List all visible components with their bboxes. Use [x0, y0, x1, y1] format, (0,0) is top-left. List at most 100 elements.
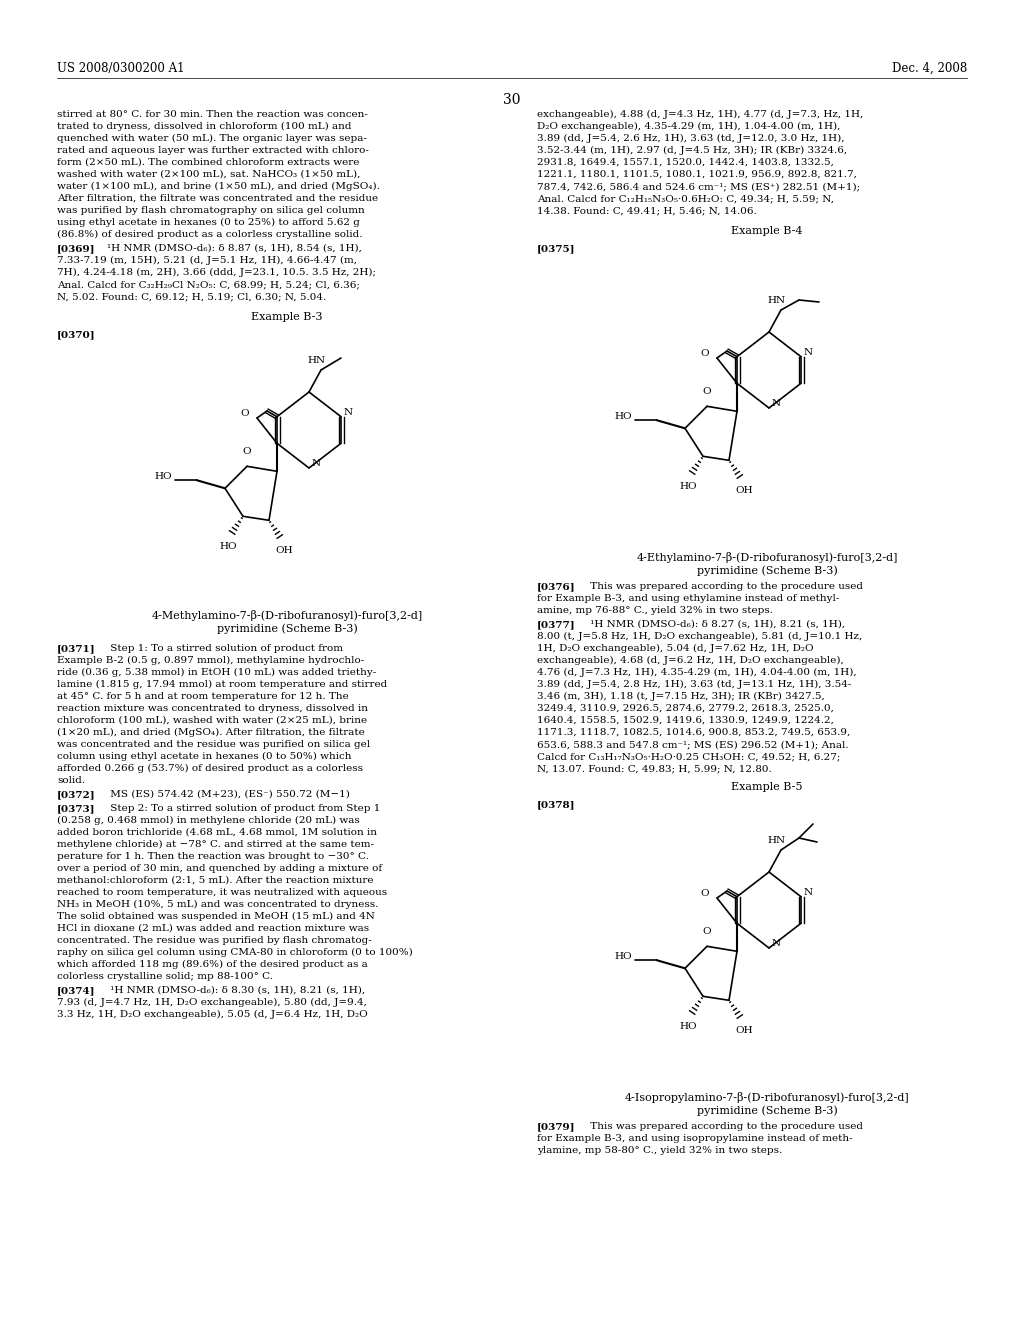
Text: Example B-5: Example B-5 [731, 781, 803, 792]
Text: 3.52-3.44 (m, 1H), 2.97 (d, J=4.5 Hz, 3H); IR (KBr) 3324.6,: 3.52-3.44 (m, 1H), 2.97 (d, J=4.5 Hz, 3H… [537, 147, 847, 156]
Text: 1640.4, 1558.5, 1502.9, 1419.6, 1330.9, 1249.9, 1224.2,: 1640.4, 1558.5, 1502.9, 1419.6, 1330.9, … [537, 715, 834, 725]
Text: 4-Methylamino-7-β-(D-ribofuranosyl)-furo[3,2-d]: 4-Methylamino-7-β-(D-ribofuranosyl)-furo… [152, 610, 423, 620]
Text: OH: OH [735, 486, 753, 495]
Text: reached to room temperature, it was neutralized with aqueous: reached to room temperature, it was neut… [57, 888, 387, 898]
Text: 1171.3, 1118.7, 1082.5, 1014.6, 900.8, 853.2, 749.5, 653.9,: 1171.3, 1118.7, 1082.5, 1014.6, 900.8, 8… [537, 729, 850, 737]
Text: [0374]: [0374] [57, 986, 95, 995]
Text: [0377]: [0377] [537, 620, 575, 630]
Text: 14.38. Found: C, 49.41; H, 5.46; N, 14.06.: 14.38. Found: C, 49.41; H, 5.46; N, 14.0… [537, 206, 757, 215]
Text: chloroform (100 mL), washed with water (2×25 mL), brine: chloroform (100 mL), washed with water (… [57, 715, 368, 725]
Text: 3.46 (m, 3H), 1.18 (t, J=7.15 Hz, 3H); IR (KBr) 3427.5,: 3.46 (m, 3H), 1.18 (t, J=7.15 Hz, 3H); I… [537, 692, 824, 701]
Text: [0372]: [0372] [57, 789, 95, 799]
Text: methylene chloride) at −78° C. and stirred at the same tem-: methylene chloride) at −78° C. and stirr… [57, 840, 374, 849]
Text: 3.3 Hz, 1H, D₂O exchangeable), 5.05 (d, J=6.4 Hz, 1H, D₂O: 3.3 Hz, 1H, D₂O exchangeable), 5.05 (d, … [57, 1010, 368, 1019]
Text: 4-Ethylamino-7-β-(D-ribofuranosyl)-furo[3,2-d]: 4-Ethylamino-7-β-(D-ribofuranosyl)-furo[… [636, 552, 898, 564]
Text: [0370]: [0370] [57, 330, 95, 339]
Text: [0373]: [0373] [57, 804, 95, 813]
Text: form (2×50 mL). The combined chloroform extracts were: form (2×50 mL). The combined chloroform … [57, 158, 359, 168]
Text: ¹H NMR (DMSO-d₆): δ 8.30 (s, 1H), 8.21 (s, 1H),: ¹H NMR (DMSO-d₆): δ 8.30 (s, 1H), 8.21 (… [106, 986, 366, 995]
Text: (86.8%) of desired product as a colorless crystalline solid.: (86.8%) of desired product as a colorles… [57, 230, 362, 239]
Text: HO: HO [614, 952, 632, 961]
Text: D₂O exchangeable), 4.35-4.29 (m, 1H), 1.04-4.00 (m, 1H),: D₂O exchangeable), 4.35-4.29 (m, 1H), 1.… [537, 121, 841, 131]
Text: [0379]: [0379] [537, 1122, 575, 1131]
Text: N: N [804, 348, 813, 358]
Text: quenched with water (50 mL). The organic layer was sepa-: quenched with water (50 mL). The organic… [57, 135, 367, 143]
Text: 3249.4, 3110.9, 2926.5, 2874.6, 2779.2, 2618.3, 2525.0,: 3249.4, 3110.9, 2926.5, 2874.6, 2779.2, … [537, 704, 834, 713]
Text: was purified by flash chromatography on silica gel column: was purified by flash chromatography on … [57, 206, 365, 215]
Text: HO: HO [614, 412, 632, 421]
Text: 7H), 4.24-4.18 (m, 2H), 3.66 (ddd, J=23.1, 10.5. 3.5 Hz, 2H);: 7H), 4.24-4.18 (m, 2H), 3.66 (ddd, J=23.… [57, 268, 376, 277]
Text: N: N [772, 940, 781, 949]
Text: N: N [772, 400, 781, 408]
Text: 787.4, 742.6, 586.4 and 524.6 cm⁻¹; MS (ES⁺) 282.51 (M+1);: 787.4, 742.6, 586.4 and 524.6 cm⁻¹; MS (… [537, 182, 860, 191]
Text: HN: HN [767, 296, 785, 305]
Text: Calcd for C₁₃H₁₇N₃O₅·H₂O·0.25 CH₃OH: C, 49.52; H, 6.27;: Calcd for C₁₃H₁₇N₃O₅·H₂O·0.25 CH₃OH: C, … [537, 752, 841, 762]
Text: (1×20 mL), and dried (MgSO₄). After filtration, the filtrate: (1×20 mL), and dried (MgSO₄). After filt… [57, 729, 365, 737]
Text: [0369]: [0369] [57, 244, 95, 253]
Text: afforded 0.266 g (53.7%) of desired product as a colorless: afforded 0.266 g (53.7%) of desired prod… [57, 764, 362, 774]
Text: solid.: solid. [57, 776, 85, 785]
Text: for Example B-3, and using isopropylamine instead of meth-: for Example B-3, and using isopropylamin… [537, 1134, 853, 1143]
Text: 1H, D₂O exchangeable), 5.04 (d, J=7.62 Hz, 1H, D₂O: 1H, D₂O exchangeable), 5.04 (d, J=7.62 H… [537, 644, 814, 653]
Text: 4-Isopropylamino-7-β-(D-ribofuranosyl)-furo[3,2-d]: 4-Isopropylamino-7-β-(D-ribofuranosyl)-f… [625, 1092, 909, 1104]
Text: was concentrated and the residue was purified on silica gel: was concentrated and the residue was pur… [57, 741, 370, 748]
Text: 7.33-7.19 (m, 15H), 5.21 (d, J=5.1 Hz, 1H), 4.66-4.47 (m,: 7.33-7.19 (m, 15H), 5.21 (d, J=5.1 Hz, 1… [57, 256, 357, 265]
Text: HN: HN [767, 836, 785, 845]
Text: ride (0.36 g, 5.38 mmol) in EtOH (10 mL) was added triethy-: ride (0.36 g, 5.38 mmol) in EtOH (10 mL)… [57, 668, 376, 677]
Text: exchangeable), 4.88 (d, J=4.3 Hz, 1H), 4.77 (d, J=7.3, Hz, 1H,: exchangeable), 4.88 (d, J=4.3 Hz, 1H), 4… [537, 110, 863, 119]
Text: The solid obtained was suspended in MeOH (15 mL) and 4N: The solid obtained was suspended in MeOH… [57, 912, 375, 921]
Text: lamine (1.815 g, 17.94 mmol) at room temperature and stirred: lamine (1.815 g, 17.94 mmol) at room tem… [57, 680, 387, 689]
Text: [0378]: [0378] [537, 800, 575, 809]
Text: trated to dryness, dissolved in chloroform (100 mL) and: trated to dryness, dissolved in chlorofo… [57, 121, 351, 131]
Text: (0.258 g, 0.468 mmol) in methylene chloride (20 mL) was: (0.258 g, 0.468 mmol) in methylene chlor… [57, 816, 359, 825]
Text: stirred at 80° C. for 30 min. Then the reaction was concen-: stirred at 80° C. for 30 min. Then the r… [57, 110, 368, 119]
Text: HN: HN [307, 356, 326, 366]
Text: This was prepared according to the procedure used: This was prepared according to the proce… [587, 582, 863, 591]
Text: NH₃ in MeOH (10%, 5 mL) and was concentrated to dryness.: NH₃ in MeOH (10%, 5 mL) and was concentr… [57, 900, 379, 909]
Text: 1221.1, 1180.1, 1101.5, 1080.1, 1021.9, 956.9, 892.8, 821.7,: 1221.1, 1180.1, 1101.5, 1080.1, 1021.9, … [537, 170, 857, 180]
Text: O: O [700, 350, 709, 359]
Text: [0376]: [0376] [537, 582, 575, 591]
Text: 3.89 (dd, J=5.4, 2.6 Hz, 1H), 3.63 (td, J=12.0, 3.0 Hz, 1H),: 3.89 (dd, J=5.4, 2.6 Hz, 1H), 3.63 (td, … [537, 135, 845, 143]
Text: pyrimidine (Scheme B-3): pyrimidine (Scheme B-3) [696, 565, 838, 576]
Text: Step 1: To a stirred solution of product from: Step 1: To a stirred solution of product… [106, 644, 343, 653]
Text: Example B-4: Example B-4 [731, 226, 803, 236]
Text: MS (ES) 574.42 (M+23), (ES⁻) 550.72 (M−1): MS (ES) 574.42 (M+23), (ES⁻) 550.72 (M−1… [106, 789, 350, 799]
Text: methanol:chloroform (2:1, 5 mL). After the reaction mixture: methanol:chloroform (2:1, 5 mL). After t… [57, 876, 374, 884]
Text: colorless crystalline solid; mp 88-100° C.: colorless crystalline solid; mp 88-100° … [57, 972, 273, 981]
Text: OH: OH [275, 546, 293, 556]
Text: O: O [241, 409, 249, 418]
Text: concentrated. The residue was purified by flash chromatog-: concentrated. The residue was purified b… [57, 936, 372, 945]
Text: 8.00 (t, J=5.8 Hz, 1H, D₂O exchangeable), 5.81 (d, J=10.1 Hz,: 8.00 (t, J=5.8 Hz, 1H, D₂O exchangeable)… [537, 632, 862, 642]
Text: HCl in dioxane (2 mL) was added and reaction mixture was: HCl in dioxane (2 mL) was added and reac… [57, 924, 369, 933]
Text: ylamine, mp 58-80° C., yield 32% in two steps.: ylamine, mp 58-80° C., yield 32% in two … [537, 1146, 782, 1155]
Text: OH: OH [735, 1027, 753, 1035]
Text: water (1×100 mL), and brine (1×50 mL), and dried (MgSO₄).: water (1×100 mL), and brine (1×50 mL), a… [57, 182, 380, 191]
Text: using ethyl acetate in hexanes (0 to 25%) to afford 5.62 g: using ethyl acetate in hexanes (0 to 25%… [57, 218, 359, 227]
Text: 4.76 (d, J=7.3 Hz, 1H), 4.35-4.29 (m, 1H), 4.04-4.00 (m, 1H),: 4.76 (d, J=7.3 Hz, 1H), 4.35-4.29 (m, 1H… [537, 668, 857, 677]
Text: Example B-3: Example B-3 [251, 312, 323, 322]
Text: 2931.8, 1649.4, 1557.1, 1520.0, 1442.4, 1403.8, 1332.5,: 2931.8, 1649.4, 1557.1, 1520.0, 1442.4, … [537, 158, 834, 168]
Text: added boron trichloride (4.68 mL, 4.68 mmol, 1M solution in: added boron trichloride (4.68 mL, 4.68 m… [57, 828, 377, 837]
Text: for Example B-3, and using ethylamine instead of methyl-: for Example B-3, and using ethylamine in… [537, 594, 840, 603]
Text: raphy on silica gel column using CMA-80 in chloroform (0 to 100%): raphy on silica gel column using CMA-80 … [57, 948, 413, 957]
Text: O: O [243, 447, 251, 457]
Text: N: N [804, 888, 813, 898]
Text: N: N [344, 408, 353, 417]
Text: 3.89 (dd, J=5.4, 2.8 Hz, 1H), 3.63 (td, J=13.1 Hz, 1H), 3.54-: 3.89 (dd, J=5.4, 2.8 Hz, 1H), 3.63 (td, … [537, 680, 851, 689]
Text: 7.93 (d, J=4.7 Hz, 1H, D₂O exchangeable), 5.80 (dd, J=9.4,: 7.93 (d, J=4.7 Hz, 1H, D₂O exchangeable)… [57, 998, 367, 1007]
Text: [0375]: [0375] [537, 244, 575, 253]
Text: Example B-2 (0.5 g, 0.897 mmol), methylamine hydrochlo-: Example B-2 (0.5 g, 0.897 mmol), methyla… [57, 656, 365, 665]
Text: N: N [312, 459, 322, 469]
Text: over a period of 30 min, and quenched by adding a mixture of: over a period of 30 min, and quenched by… [57, 865, 382, 873]
Text: 30: 30 [503, 92, 521, 107]
Text: column using ethyl acetate in hexanes (0 to 50%) which: column using ethyl acetate in hexanes (0… [57, 752, 351, 762]
Text: After filtration, the filtrate was concentrated and the residue: After filtration, the filtrate was conce… [57, 194, 378, 203]
Text: [0371]: [0371] [57, 644, 95, 653]
Text: Anal. Calcd for C₃₂H₂₉Cl N₂O₅: C, 68.99; H, 5.24; Cl, 6.36;: Anal. Calcd for C₃₂H₂₉Cl N₂O₅: C, 68.99;… [57, 280, 359, 289]
Text: perature for 1 h. Then the reaction was brought to −30° C.: perature for 1 h. Then the reaction was … [57, 851, 369, 861]
Text: Anal. Calcd for C₁₂H₁₅N₃O₅·0.6H₂O: C, 49.34; H, 5.59; N,: Anal. Calcd for C₁₂H₁₅N₃O₅·0.6H₂O: C, 49… [537, 194, 834, 203]
Text: which afforded 118 mg (89.6%) of the desired product as a: which afforded 118 mg (89.6%) of the des… [57, 960, 368, 969]
Text: HO: HO [679, 1022, 696, 1031]
Text: Dec. 4, 2008: Dec. 4, 2008 [892, 62, 967, 75]
